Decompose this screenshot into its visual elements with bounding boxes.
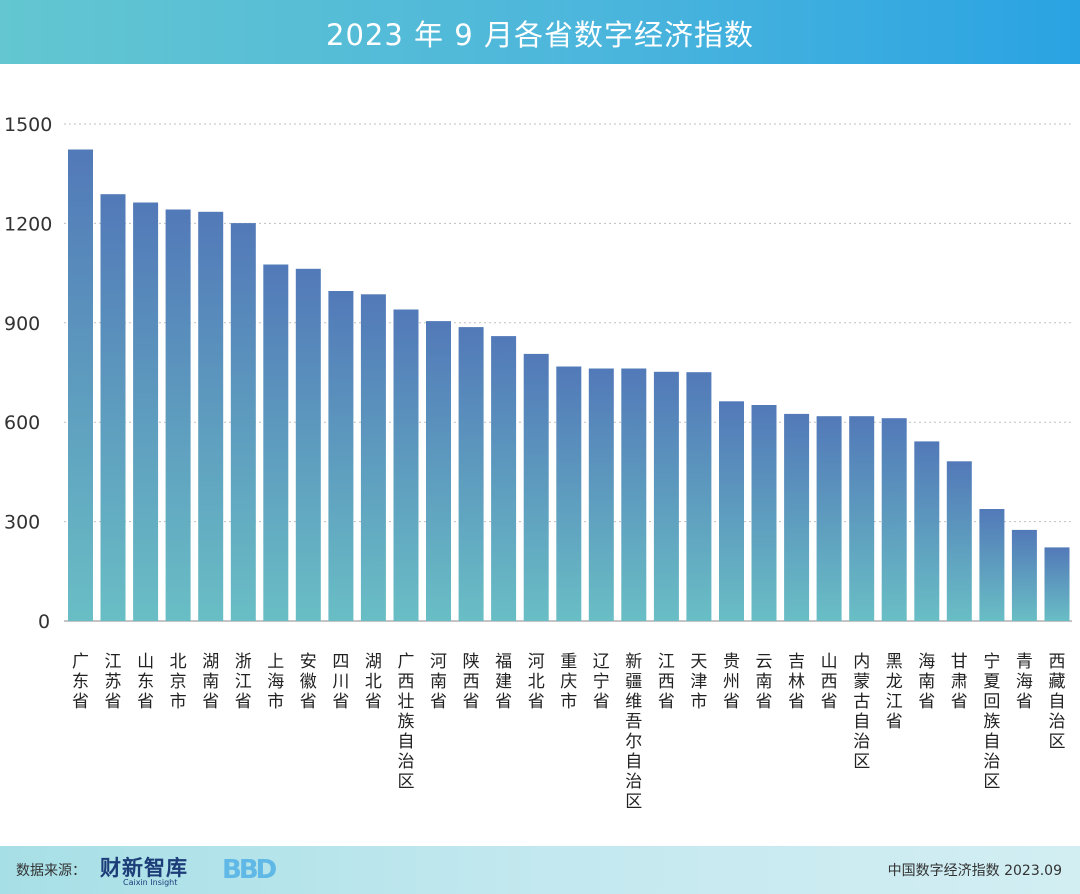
bar: [295, 268, 321, 621]
bar: [426, 321, 451, 621]
source-label: 数据来源：: [16, 863, 86, 879]
footer-index-label: 中国数字经济指数 2023.09: [887, 863, 1062, 879]
bar: [328, 291, 354, 621]
x-tick-label: 安徽省: [300, 652, 317, 712]
x-tick-label: 天津市: [690, 652, 707, 712]
x-tick-label: 上海市: [267, 652, 284, 712]
y-tick-label: 1200: [4, 213, 52, 235]
bar: [1044, 547, 1070, 621]
bar: [653, 371, 679, 621]
bar: [816, 416, 842, 621]
x-tick-label: 河北省: [528, 652, 545, 712]
x-tick-label: 内蒙古自治区: [853, 652, 870, 772]
chart-title: 2023 年 9 月各省数字经济指数: [326, 18, 754, 52]
y-tick-label: 0: [38, 611, 50, 633]
x-tick-label: 北京市: [170, 652, 187, 712]
x-tick-label: 湖南省: [202, 652, 219, 712]
x-tick-label: 浙江省: [235, 652, 252, 712]
bar: [556, 366, 582, 621]
x-tick-label: 江苏省: [105, 652, 122, 712]
y-tick-label: 900: [4, 313, 40, 335]
x-tick-label: 湖北省: [365, 652, 382, 712]
caixin-logo-subtitle: Caixin Insight: [123, 878, 178, 887]
y-tick-label: 300: [4, 512, 40, 534]
x-tick-label: 吉林省: [788, 652, 805, 712]
bar: [881, 418, 907, 621]
x-tick-label: 新疆维吾尔自治区: [625, 652, 642, 812]
x-tick-label: 青海省: [1016, 652, 1033, 712]
bar: [914, 441, 940, 621]
x-tick-label: 云南省: [756, 652, 773, 712]
x-tick-label: 广西壮族自治区: [398, 652, 415, 792]
bbd-logo: BBD: [222, 855, 277, 885]
y-tick-label: 1500: [4, 114, 52, 136]
bar: [621, 368, 647, 621]
bar: [100, 194, 126, 621]
bar: [133, 202, 159, 621]
bar: [198, 211, 224, 622]
bar: [849, 416, 875, 621]
bar: [751, 405, 777, 621]
bar: [719, 401, 744, 621]
bar: [686, 372, 712, 621]
x-tick-label: 海南省: [918, 652, 935, 712]
x-tick-label: 重庆市: [560, 652, 577, 712]
x-tick-label: 辽宁省: [593, 652, 610, 712]
bar: [165, 209, 191, 621]
bar: [523, 353, 549, 621]
bar: [393, 309, 419, 621]
bar: [1011, 529, 1037, 621]
x-tick-label: 山东省: [137, 652, 154, 712]
x-tick-label: 甘肃省: [951, 652, 968, 712]
x-tick-label: 西藏自治区: [1049, 652, 1066, 752]
x-tick-label: 四川省: [332, 652, 349, 712]
x-tick-label: 江西省: [658, 652, 675, 712]
bar: [68, 149, 93, 621]
footer: 数据来源： 财新智库 Caixin Insight BBD 中国数字经济指数 2…: [0, 846, 1080, 894]
bar: [979, 509, 1005, 621]
y-tick-label: 600: [4, 412, 40, 434]
x-tick-label: 山西省: [821, 652, 838, 712]
bar: [588, 368, 614, 621]
bar: [491, 336, 517, 621]
bar: [946, 461, 972, 621]
x-tick-label: 陕西省: [463, 652, 480, 712]
bar: [458, 327, 484, 621]
bar: [230, 223, 256, 621]
x-tick-label: 宁夏回族自治区: [983, 652, 1000, 792]
bar: [263, 264, 289, 621]
title-bar: 2023 年 9 月各省数字经济指数: [0, 0, 1080, 64]
x-tick-label: 河南省: [430, 652, 447, 712]
caixin-logo: 财新智库: [100, 856, 188, 880]
x-tick-label: 广东省: [72, 652, 89, 712]
bar-chart: 0 300 600 900 1200 1500 广东省江苏省山东省北京市湖南省浙江省上海市…: [4, 114, 1072, 812]
x-tick-label: 黑龙江省: [886, 652, 903, 732]
bar: [784, 413, 810, 621]
x-tick-label: 福建省: [495, 652, 512, 712]
bar: [360, 294, 386, 621]
x-tick-label: 贵州省: [723, 652, 740, 712]
